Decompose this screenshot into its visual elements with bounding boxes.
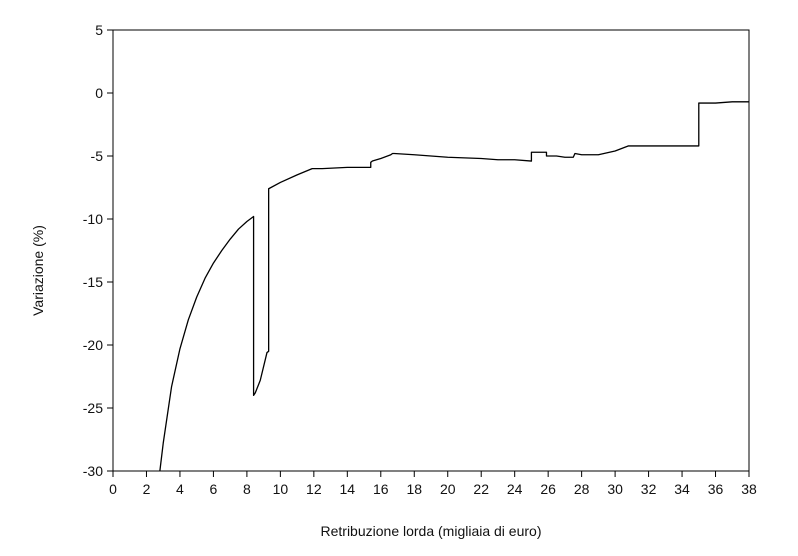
x-tick-label: 14 [340, 481, 356, 497]
x-tick-label: 32 [641, 481, 657, 497]
x-tick-label: 6 [210, 481, 218, 497]
x-axis: 0 2 4 6 8 10 12 14 16 18 20 22 24 26 28 30 32 34 36 38 [109, 471, 757, 497]
x-tick-label: 22 [473, 481, 489, 497]
x-tick-label: 4 [176, 481, 184, 497]
y-tick-label: -20 [83, 337, 103, 353]
series-line [159, 101, 749, 472]
y-axis: 5 0 -5 -10 -15 -20 -25 -30 [83, 22, 113, 479]
x-tick-label: 16 [373, 481, 389, 497]
x-tick-label: 0 [109, 481, 117, 497]
x-tick-label: 38 [741, 481, 757, 497]
y-tick-label: 5 [95, 22, 103, 38]
x-tick-label: 18 [406, 481, 422, 497]
x-tick-label: 24 [507, 481, 523, 497]
y-tick-label: -5 [91, 148, 104, 164]
x-tick-label: 20 [440, 481, 456, 497]
y-tick-label: -10 [83, 211, 103, 227]
x-axis-title: Retribuzione lorda (migliaia di euro) [321, 523, 542, 539]
x-tick-label: 12 [306, 481, 322, 497]
y-axis-title: Variazione (%) [30, 225, 46, 316]
x-tick-label: 36 [708, 481, 724, 497]
y-tick-label: -25 [83, 400, 103, 416]
x-tick-label: 2 [143, 481, 151, 497]
x-tick-label: 28 [574, 481, 590, 497]
y-tick-label: -15 [83, 274, 103, 290]
y-tick-label: -30 [83, 463, 103, 479]
x-tick-label: 26 [540, 481, 556, 497]
x-tick-label: 10 [273, 481, 289, 497]
x-tick-label: 8 [243, 481, 251, 497]
y-tick-label: 0 [95, 85, 103, 101]
plot-frame [112, 29, 750, 472]
x-tick-label: 30 [607, 481, 623, 497]
x-tick-label: 34 [674, 481, 690, 497]
